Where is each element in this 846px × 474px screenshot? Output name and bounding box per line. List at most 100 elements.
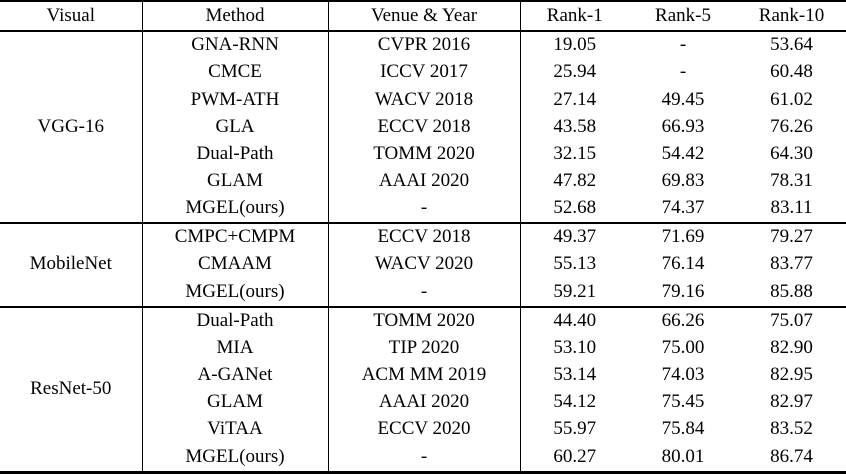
table-row: GLAM AAAI 2020 54.12 75.45 82.97 (0, 389, 846, 417)
rank5-cell: 74.37 (661, 196, 705, 218)
visual-group-label: VGG-16 (0, 31, 143, 224)
rank5-cell: 74.03 (661, 364, 705, 386)
rank10-cell: 86.74 (770, 445, 813, 467)
rank10-cell: 60.48 (770, 61, 813, 83)
table-row: MobileNet CMPC+CMPM ECCV 2018 49.37 71.69 79.… (0, 222, 846, 307)
rank1-cell: 54.12 (553, 391, 597, 413)
rank1-cell: 44.40 (520, 305, 629, 336)
venue-cell: ECCV 2018 (328, 222, 521, 252)
header-rank1: Rank-1 (546, 4, 603, 26)
method-cell: MIA (142, 335, 329, 363)
rank1-cell: 60.27 (553, 445, 597, 467)
method-cell: MGEL(ours) (142, 278, 329, 307)
method-cell: CMAAM (142, 251, 329, 279)
rank1-cell: 27.14 (553, 88, 597, 110)
venue-cell: TOMM 2020 (328, 305, 521, 336)
method-cell: Dual-Path (142, 305, 329, 336)
rank1-cell: 59.21 (553, 280, 597, 302)
rank10-cell: 83.11 (770, 196, 813, 218)
header-row: Visual Method Venue & Year Rank-1 Rank-5… (0, 1, 846, 31)
rank1-cell: 32.15 (553, 142, 597, 164)
table-row: Dual-Path TOMM 2020 32.15 54.42 64.30 (0, 140, 846, 168)
method-cell: ViTAA (142, 416, 329, 444)
rank5-cell: 49.45 (661, 88, 705, 110)
table-row: MIA TIP 2020 53.10 75.00 82.90 (0, 335, 846, 363)
visual-group-label: ResNet-50 (0, 305, 143, 473)
method-cell: CMPC+CMPM (142, 222, 329, 252)
rank5-cell: 76.14 (661, 253, 705, 275)
venue-cell: AAAI 2020 (328, 167, 521, 195)
table-header: Visual Method Venue & Year Rank-1 Rank-5… (0, 1, 846, 31)
rank1-cell: 52.68 (553, 196, 597, 218)
venue-cell: ECCV 2020 (328, 416, 521, 444)
header-visual: Visual (0, 1, 143, 31)
table-row: GLAM AAAI 2020 47.82 69.83 78.31 (0, 167, 846, 195)
header-venue: Venue & Year (328, 1, 521, 31)
rank10-cell: 61.02 (770, 88, 813, 110)
rank1-cell: 55.97 (553, 418, 597, 440)
rank10-cell: 79.27 (737, 222, 846, 252)
rank1-cell: 53.10 (553, 337, 597, 359)
header-method: Method (142, 1, 329, 31)
venue-cell: - (328, 278, 521, 307)
rank5-cell: 66.26 (629, 305, 737, 336)
method-cell: GLAM (142, 167, 329, 195)
rank10-cell: 82.90 (770, 337, 813, 359)
table-row: A-GANet ACM MM 2019 53.14 74.03 82.95 (0, 362, 846, 390)
venue-cell: ICCV 2017 (328, 59, 521, 87)
rank10-cell: 82.95 (770, 364, 813, 386)
rank5-cell: 79.16 (661, 280, 705, 302)
table-row: MGEL(ours) - 60.27 80.01 86.74 (0, 443, 846, 473)
rank1-cell: 43.58 (553, 115, 597, 137)
rank1-cell: 53.14 (553, 364, 597, 386)
method-cell: CMCE (142, 59, 329, 87)
rank10-cell: 85.88 (770, 280, 813, 302)
rank5-cell: 66.93 (661, 115, 705, 137)
table-row: MGEL(ours) - 59.21 79.16 85.88 (0, 278, 846, 307)
visual-group-label: MobileNet (0, 222, 143, 307)
rank10-cell: 82.97 (770, 391, 813, 413)
header-rank5: Rank-5 (655, 4, 711, 26)
rank1-cell: 47.82 (553, 169, 597, 191)
venue-cell: WACV 2020 (328, 251, 521, 279)
rank5-cell: 54.42 (661, 142, 705, 164)
rank5-cell: 75.45 (661, 391, 705, 413)
table-row: ViTAA ECCV 2020 55.97 75.84 83.52 (0, 416, 846, 444)
venue-cell: TOMM 2020 (328, 140, 521, 168)
table-row: PWM-ATH WACV 2018 27.14 49.45 61.02 (0, 86, 846, 114)
venue-cell: - (328, 194, 521, 224)
rank5-cell: - (679, 34, 687, 56)
table-row: CMAAM WACV 2020 55.13 76.14 83.77 (0, 251, 846, 279)
table-row: ResNet-50 Dual-Path TOMM 2020 44.40 66.26 75.… (0, 305, 846, 473)
rank5-cell: 80.01 (661, 445, 705, 467)
venue-cell: ECCV 2018 (328, 113, 521, 141)
rank5-cell: 75.84 (661, 418, 705, 440)
header-rank10: Rank-10 (758, 4, 825, 26)
venue-cell: AAAI 2020 (328, 389, 521, 417)
method-cell: GNA-RNN (142, 31, 329, 60)
table-row: GLA ECCV 2018 43.58 66.93 76.26 (0, 113, 846, 141)
rank10-cell: 75.07 (737, 305, 846, 336)
table-row: CMCE ICCV 2017 25.94 - 60.48 (0, 59, 846, 87)
method-cell: GLA (142, 113, 329, 141)
venue-cell: WACV 2018 (328, 86, 521, 114)
rank5-cell: 69.83 (661, 169, 705, 191)
venue-cell: ACM MM 2019 (328, 362, 521, 390)
rank10-cell: 64.30 (770, 142, 813, 164)
table-body: VGG-16 GNA-RNN CVPR 2016 19.05 - 53.64 CMCE ICC… (0, 31, 846, 473)
rank10-cell: 78.31 (770, 169, 813, 191)
method-cell: GLAM (142, 389, 329, 417)
rank10-cell: 83.52 (770, 418, 813, 440)
rank10-cell: 83.77 (770, 253, 813, 275)
method-cell: MGEL(ours) (142, 443, 329, 473)
rank5-cell: 75.00 (661, 337, 705, 359)
method-cell: Dual-Path (142, 140, 329, 168)
rank1-cell: 25.94 (553, 61, 597, 83)
venue-cell: CVPR 2016 (328, 31, 521, 60)
rank1-cell: 49.37 (520, 222, 629, 252)
method-cell: MGEL(ours) (142, 194, 329, 224)
venue-cell: TIP 2020 (328, 335, 521, 363)
venue-cell: - (328, 443, 521, 473)
